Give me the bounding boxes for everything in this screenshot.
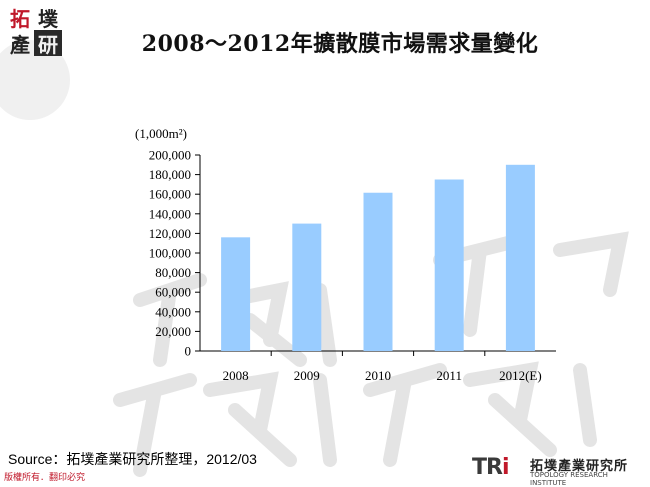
y-unit-label: (1,000m²) [135,126,187,141]
tri-mark-i: i [501,455,509,480]
x-tick-label: 2008 [223,368,249,383]
tri-english-name: TOPOLOGY RESEARCH INSTITUTE [530,471,608,487]
tri-chinese-name: 拓墣產業研究所 [530,459,629,474]
y-tick-label: 60,000 [155,285,191,300]
logo-char-3: 產 [10,32,30,57]
x-tick-label: 2009 [294,368,320,383]
logo-char-2: 墣 [38,6,58,31]
company-logo: 拓 墣 產 研 [6,4,62,57]
tri-logo: TRi 拓墣產業研究所 TOPOLOGY RESEARCH INSTITUTE [472,455,642,487]
tri-mark: TRi [472,455,509,480]
y-tick-label: 140,000 [149,206,191,221]
bar-2008 [221,237,251,351]
y-tick-label: 80,000 [155,265,191,280]
bar-2011 [434,179,464,351]
bar-2012(E) [505,164,535,351]
x-tick-label: 2012(E) [499,368,542,383]
y-tick-label: 100,000 [149,246,191,261]
tri-mark-r: R [486,455,503,480]
slide-title: 2008～2012年擴散膜市場需求量變化 [141,31,539,57]
bar-2010 [363,192,393,351]
y-tick-label: 200,000 [149,148,191,163]
x-tick-label: 2011 [436,368,462,383]
logo-char-4: 研 [34,30,62,57]
y-tick-label: 20,000 [155,324,191,339]
y-tick-label: 0 [185,344,192,359]
source-note: Source：拓墣產業研究所整理，2012/03 [8,451,257,467]
y-tick-label: 120,000 [149,226,191,241]
logo-char-1: 拓 [10,6,30,31]
x-tick-label: 2010 [365,368,391,383]
y-tick-label: 160,000 [149,187,191,202]
bar-2009 [292,223,322,351]
copyright-note: 版權所有．翻印必究 [4,473,86,483]
tri-mark-t: T [472,455,487,480]
y-tick-label: 40,000 [155,304,191,319]
y-tick-label: 180,000 [149,167,191,182]
